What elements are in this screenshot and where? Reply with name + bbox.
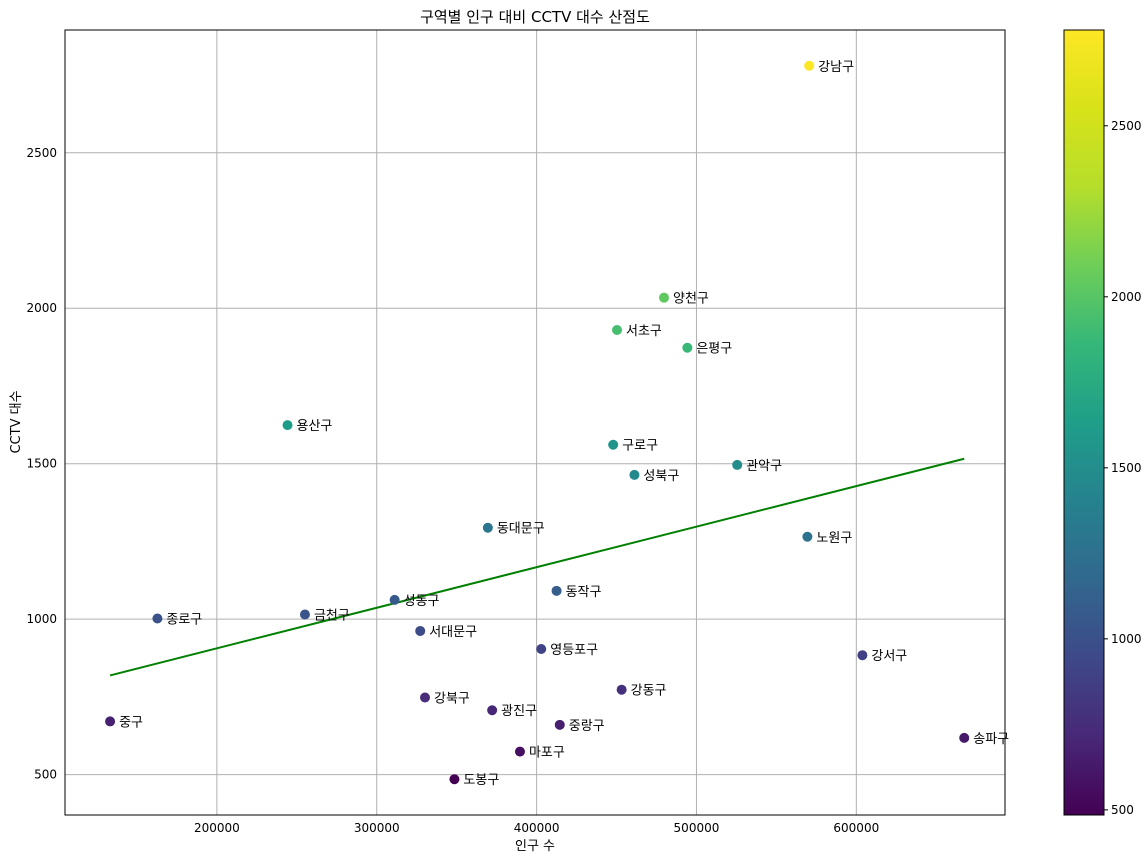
point-label: 강남구 bbox=[818, 60, 854, 75]
point-label: 강동구 bbox=[631, 684, 667, 699]
data-point bbox=[514, 746, 525, 757]
point-label: 송파구 bbox=[973, 732, 1009, 747]
y-tick-label: 2000 bbox=[26, 301, 57, 315]
point-label: 성북구 bbox=[643, 469, 679, 484]
colorbar-ticks: 500 1000 1500 2000 2500 bbox=[1104, 119, 1142, 817]
data-point bbox=[551, 585, 562, 596]
data-point bbox=[857, 650, 868, 661]
data-point bbox=[449, 774, 460, 785]
data-point bbox=[282, 420, 293, 431]
plot-area-frame bbox=[64, 29, 1006, 816]
point-label: 마포구 bbox=[529, 746, 565, 761]
point-label: 노원구 bbox=[816, 531, 852, 546]
y-axis-title: CCTV 대수 bbox=[9, 390, 24, 453]
point-label: 도봉구 bbox=[463, 773, 499, 788]
data-point bbox=[152, 613, 163, 624]
point-label: 광진구 bbox=[501, 704, 537, 719]
x-tick-label: 400000 bbox=[514, 821, 560, 835]
data-point bbox=[415, 625, 426, 636]
data-point bbox=[629, 469, 640, 480]
point-label: 은평구 bbox=[696, 342, 732, 357]
point-label: 관악구 bbox=[746, 459, 782, 474]
data-point bbox=[616, 684, 627, 695]
x-axis-title: 인구 수 bbox=[515, 839, 555, 854]
data-point bbox=[802, 531, 813, 542]
point-label: 서초구 bbox=[626, 324, 662, 339]
chart-title: 구역별 인구 대비 CCTV 대수 산점도 bbox=[420, 8, 650, 26]
point-label: 중구 bbox=[119, 715, 143, 730]
data-point bbox=[105, 716, 116, 727]
data-point bbox=[536, 643, 547, 654]
data-point bbox=[608, 439, 619, 450]
data-point bbox=[389, 594, 400, 605]
tick-labels: 200000 300000 400000 500000 600000 500 1000 150… bbox=[26, 146, 879, 835]
colorbar bbox=[1063, 29, 1105, 816]
point-label: 금천구 bbox=[314, 608, 350, 623]
data-point bbox=[804, 60, 815, 71]
point-label: 용산구 bbox=[297, 419, 333, 434]
colorbar-tick-label: 500 bbox=[1111, 803, 1134, 817]
data-point bbox=[420, 692, 431, 703]
data-point bbox=[612, 325, 623, 336]
point-label: 강북구 bbox=[434, 691, 470, 706]
point-label: 동대문구 bbox=[497, 522, 545, 537]
y-tick-label: 1500 bbox=[26, 457, 57, 471]
trendline-layer bbox=[109, 457, 965, 677]
data-point bbox=[554, 719, 565, 730]
points-layer: 강남구양천구서초구은평구용산구구로구관악구성북구동대문구노원구동작구성동구금천구… bbox=[105, 60, 1009, 788]
y-tick-label: 1000 bbox=[26, 612, 57, 626]
x-tick-label: 500000 bbox=[674, 821, 720, 835]
data-point bbox=[659, 292, 670, 303]
colorbar-tick-label: 2500 bbox=[1111, 119, 1142, 133]
data-point bbox=[487, 705, 498, 716]
y-tick-label: 500 bbox=[34, 768, 57, 782]
point-label: 영등포구 bbox=[550, 643, 598, 658]
x-tick-label: 200000 bbox=[194, 821, 240, 835]
data-point bbox=[682, 342, 693, 353]
data-point bbox=[732, 459, 743, 470]
x-tick-label: 600000 bbox=[833, 821, 879, 835]
data-point bbox=[959, 732, 970, 743]
point-label: 양천구 bbox=[673, 292, 709, 307]
x-tick-label: 300000 bbox=[354, 821, 400, 835]
point-label: 종로구 bbox=[166, 613, 202, 628]
colorbar-tick-label: 2000 bbox=[1111, 290, 1142, 304]
y-tick-label: 2500 bbox=[26, 146, 57, 160]
data-point bbox=[482, 522, 493, 533]
point-label: 강서구 bbox=[871, 649, 907, 664]
point-label: 구로구 bbox=[622, 439, 658, 454]
data-point bbox=[299, 609, 310, 620]
colorbar-tick-label: 1000 bbox=[1111, 632, 1142, 646]
point-label: 동작구 bbox=[566, 585, 602, 600]
point-label: 중랑구 bbox=[569, 719, 605, 734]
trendline bbox=[109, 457, 965, 677]
colorbar-tick-label: 1500 bbox=[1111, 461, 1142, 475]
grid-lines bbox=[65, 30, 1005, 815]
point-label: 성동구 bbox=[404, 594, 440, 609]
point-label: 서대문구 bbox=[429, 625, 477, 640]
